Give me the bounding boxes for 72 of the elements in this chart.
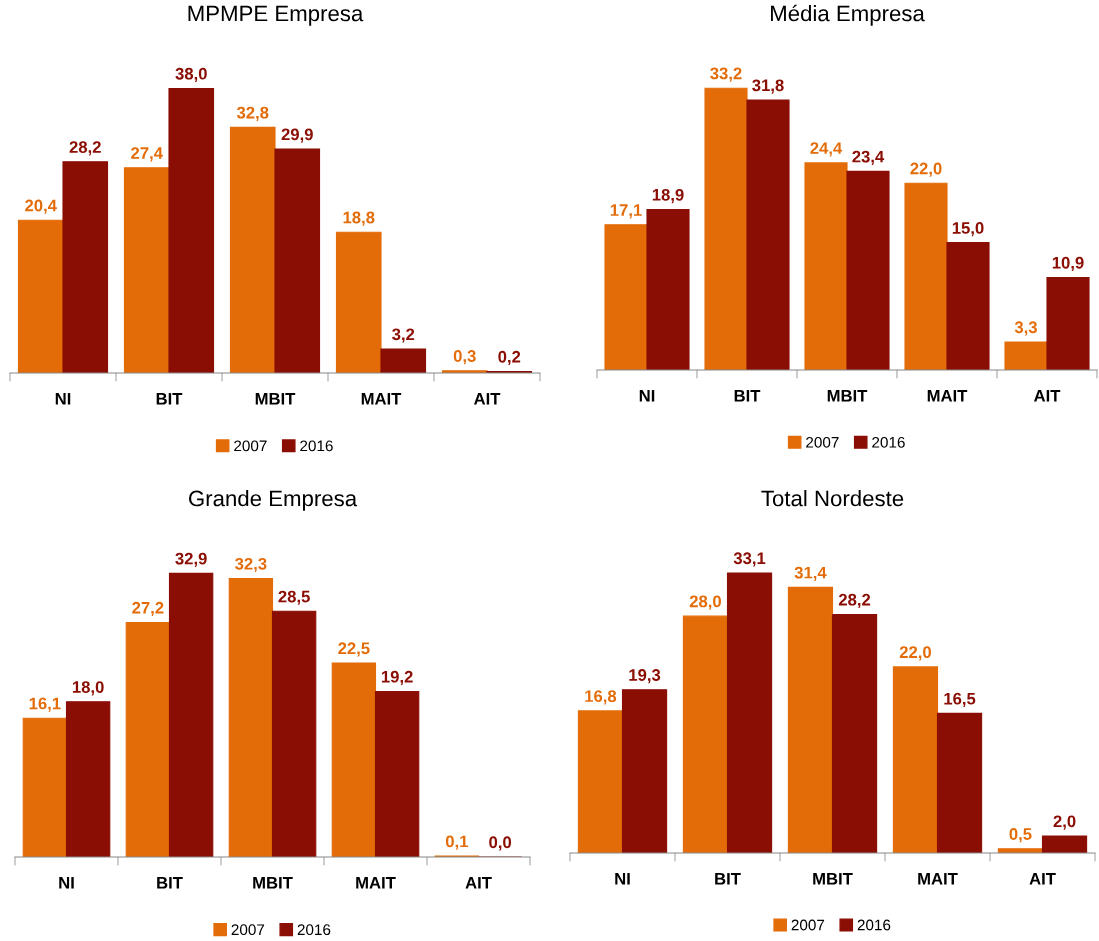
x-tick-label: AIT bbox=[1029, 873, 1056, 885]
x-tick-label: MAIT bbox=[361, 393, 402, 405]
x-tick-label: MBIT bbox=[253, 877, 293, 889]
data-label: 18,8 bbox=[343, 211, 375, 226]
data-label: 23,4 bbox=[852, 150, 885, 165]
data-label: 33,2 bbox=[710, 67, 742, 82]
x-tick-label: BIT bbox=[734, 390, 761, 402]
x-tick-label: MBIT bbox=[827, 390, 868, 402]
legend-label: 2016 bbox=[297, 924, 331, 936]
x-tick-label: NI bbox=[639, 390, 655, 402]
data-label: 0,3 bbox=[453, 350, 476, 365]
x-tick-label: NI bbox=[615, 873, 630, 885]
legend-label: 2016 bbox=[300, 440, 333, 452]
data-label: 16,8 bbox=[585, 690, 617, 705]
x-tick-label: BIT bbox=[157, 877, 183, 889]
chart-title: Média Empresa bbox=[771, 4, 925, 26]
data-label: 0,2 bbox=[498, 350, 521, 366]
legend-label: 2007 bbox=[231, 924, 265, 936]
data-label: 16,1 bbox=[29, 697, 61, 712]
data-label: 28,0 bbox=[689, 595, 721, 610]
data-label: 27,4 bbox=[131, 147, 163, 162]
x-tick-label: MBIT bbox=[813, 873, 853, 885]
data-label: 16,5 bbox=[944, 692, 976, 707]
data-label: 0,5 bbox=[1009, 828, 1032, 843]
legend-label: 2016 bbox=[857, 919, 891, 931]
chart-title: Total Nordeste bbox=[761, 490, 904, 507]
chart-title: Grande Empresa bbox=[189, 490, 358, 511]
data-label: 15,0 bbox=[952, 222, 984, 237]
data-label: 20,4 bbox=[25, 199, 57, 214]
data-label: 22,0 bbox=[910, 162, 942, 177]
data-label: 0,1 bbox=[445, 835, 468, 850]
data-label: 19,2 bbox=[381, 670, 413, 686]
data-label: 32,8 bbox=[236, 106, 269, 121]
x-tick-label: NI bbox=[59, 877, 74, 889]
legend-label: 2016 bbox=[872, 436, 905, 448]
legend-label: 2007 bbox=[791, 919, 825, 931]
legend-label: 2007 bbox=[806, 436, 839, 448]
data-label: 3,2 bbox=[392, 328, 415, 343]
data-label: 2,0 bbox=[1053, 815, 1076, 830]
data-label: 28,2 bbox=[69, 141, 101, 156]
data-label: 17,1 bbox=[610, 204, 642, 219]
x-tick-label: BIT bbox=[715, 873, 741, 885]
data-label: 28,5 bbox=[278, 590, 310, 605]
data-label: 31,4 bbox=[794, 566, 827, 581]
x-tick-label: MAIT bbox=[927, 390, 968, 402]
data-label: 0,0 bbox=[489, 836, 512, 851]
x-tick-label: NI bbox=[55, 393, 71, 405]
data-label: 10,9 bbox=[1052, 256, 1084, 272]
chart-title: MPMPE Empresa bbox=[188, 5, 364, 26]
data-label: 33,1 bbox=[733, 552, 766, 567]
x-tick-label: MAIT bbox=[918, 873, 958, 885]
data-label: 22,0 bbox=[899, 646, 931, 661]
data-label: 18,9 bbox=[652, 188, 684, 204]
x-tick-label: MAIT bbox=[356, 877, 396, 889]
data-label: 32,3 bbox=[235, 557, 267, 573]
data-label: 24,4 bbox=[810, 142, 843, 157]
data-label: 3,3 bbox=[1014, 321, 1037, 336]
data-label: 22,5 bbox=[338, 642, 370, 657]
data-label: 19,3 bbox=[629, 669, 661, 684]
data-label: 28,2 bbox=[838, 593, 871, 609]
data-label: 18,0 bbox=[72, 681, 104, 696]
x-tick-label: MBIT bbox=[255, 393, 296, 405]
data-label: 32,9 bbox=[175, 552, 207, 567]
x-tick-label: AIT bbox=[1033, 390, 1061, 402]
data-label: 31,8 bbox=[752, 79, 784, 94]
x-tick-label: AIT bbox=[473, 393, 501, 405]
legend-label: 2007 bbox=[234, 440, 267, 452]
data-label: 29,9 bbox=[281, 128, 313, 143]
x-tick-label: AIT bbox=[465, 877, 492, 889]
data-label: 27,2 bbox=[132, 601, 164, 617]
data-label: 38,0 bbox=[175, 67, 207, 83]
x-tick-label: BIT bbox=[156, 393, 183, 405]
